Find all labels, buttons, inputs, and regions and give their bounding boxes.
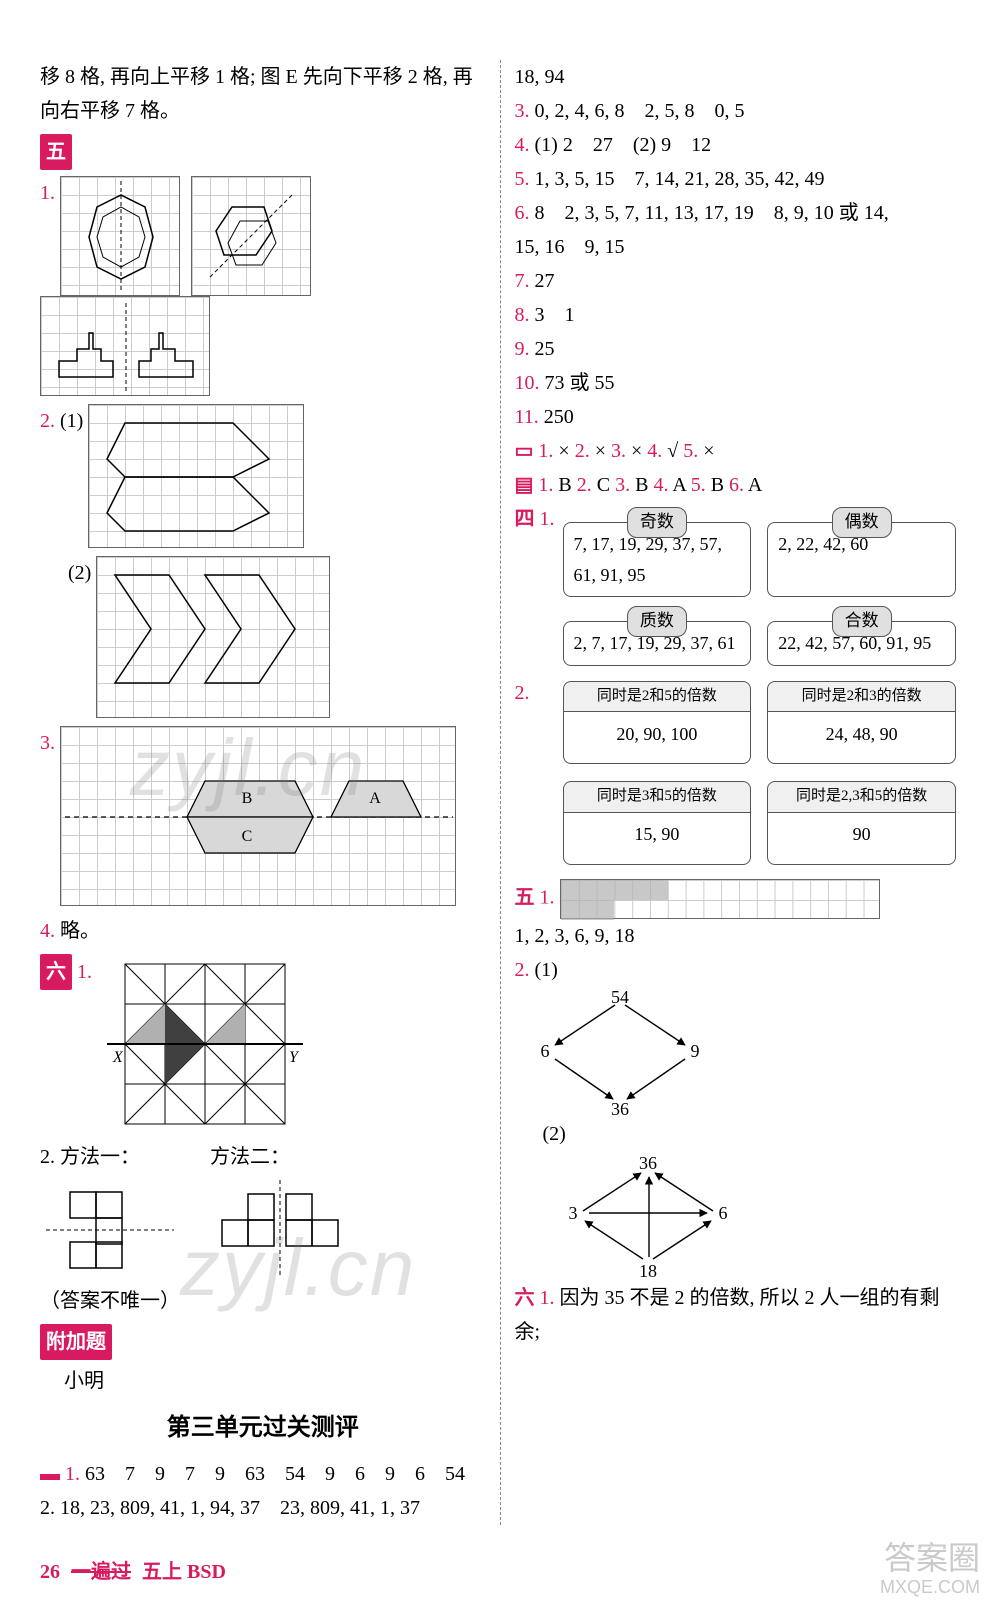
box-even: 偶数 2, 22, 42, 60 [767,522,956,597]
sec-5r-icon: 五 [515,887,535,909]
r6b: 15, 16 9, 15 [515,230,961,264]
q5-3-num: 3. [40,732,55,754]
sec-3-icon: ▤ [515,474,534,496]
r-s3: 1. B 2. C 3. B 4. A 5. B 6. A [538,474,762,496]
footer-grade: 五上 BSD [142,1561,226,1583]
q5-1-num: 1. [40,182,55,204]
tabbox-2: 同时是2和3的倍数 24, 48, 90 [767,704,956,765]
r-s5-list: 1, 2, 3, 6, 9, 18 [515,919,961,953]
tb4-val: 90 [776,819,947,850]
tb2-title: 同时是2和3的倍数 [767,681,956,713]
tb2-val: 24, 48, 90 [776,719,947,750]
sec-4-icon: 四 [515,508,535,530]
sec-1-icon: ▬ [40,1463,60,1485]
svg-text:18: 18 [639,1261,657,1281]
tabbox-4: 同时是2,3和5的倍数 90 [767,804,956,865]
column-right: 18, 94 3. 0, 2, 4, 6, 8 2, 5, 8 0, 5 4. … [501,60,961,1525]
unit3-heading: 第三单元过关测评 [40,1408,486,1449]
box-odd-title: 奇数 [627,507,687,538]
box-prime: 质数 2, 7, 17, 19, 29, 37, 61 [563,621,752,666]
box-comp: 合数 22, 42, 57, 60, 91, 95 [767,621,956,666]
footer-label: 一遍过 [71,1561,131,1583]
svg-text:C: C [242,828,253,845]
r3: 0, 2, 4, 6, 8 2, 5, 8 0, 5 [530,100,745,122]
svg-text:36: 36 [611,1099,629,1117]
column-left: 移 8 格, 再向上平移 1 格; 图 E 先向下平移 2 格, 再向右平移 7… [40,60,500,1525]
r5: 1, 3, 5, 15 7, 14, 21, 28, 35, 42, 49 [530,168,825,190]
footer: 26 一遍过 五上 BSD [40,1555,960,1589]
svg-text:9: 9 [690,1041,699,1061]
s1-1: 63 7 9 7 9 63 54 9 6 9 6 54 [80,1463,465,1485]
tb1-val: 20, 90, 100 [572,719,743,750]
corner-watermark: 答案圈 MXQE.COM [880,1539,980,1599]
box-comp-title: 合数 [832,606,892,637]
svg-text:B: B [242,790,253,807]
sec-2-icon: ▭ [515,440,534,462]
q5-2-num: 2. [40,410,55,432]
q5-4-num: 4. [40,920,55,942]
r8: 3 1 [530,304,575,326]
q6-2a-label: 2. 方法一： [40,1140,180,1174]
r9: 25 [530,338,555,360]
svg-text:Y: Y [289,1049,300,1066]
r7: 27 [530,270,555,292]
tb4-title: 同时是2,3和5的倍数 [767,781,956,813]
box-even-title: 偶数 [832,507,892,538]
svg-text:6: 6 [718,1203,727,1223]
q6-1-num: 1. [77,961,92,983]
fujia-label: 附加题 [40,1324,112,1360]
svg-text:6: 6 [540,1041,549,1061]
sec-6r-icon: 六 [515,1287,535,1309]
box-odd-val: 7, 17, 19, 29, 37, 57, 61, 91, 95 [574,529,741,590]
tb1-title: 同时是2和5的倍数 [563,681,752,713]
tabbox-3: 同时是3和5的倍数 15, 90 [563,804,752,865]
box-odd: 奇数 7, 17, 19, 29, 37, 57, 61, 91, 95 [563,522,752,597]
r4: (1) 2 27 (2) 9 12 [530,134,712,156]
box-prime-title: 质数 [627,606,687,637]
q5-4-text: 略。 [55,920,100,942]
r-s6-1: 因为 35 不是 2 的倍数, 所以 2 人一组的有剩余; [515,1287,940,1343]
section-5-label: 五 [40,134,72,170]
r6a: 8 2, 3, 5, 7, 11, 13, 17, 19 8, 9, 10 或 … [530,202,889,224]
svg-text:36: 36 [639,1153,657,1173]
r-s2: 1. × 2. × 3. × 4. √ 5. × [538,440,714,462]
fujia-ans: 小明 [64,1364,486,1398]
svg-text:X: X [112,1049,124,1066]
tb3-title: 同时是3和5的倍数 [563,781,752,813]
intro-text: 移 8 格, 再向上平移 1 格; 图 E 先向下平移 2 格, 再向右平移 7… [40,60,486,128]
s1-2: 2. 18, 23, 809, 41, 1, 94, 37 23, 809, 4… [40,1491,486,1525]
ans-not-unique: （答案不唯一） [40,1284,486,1318]
tb3-val: 15, 90 [572,819,743,850]
tabbox-1: 同时是2和5的倍数 20, 90, 100 [563,704,752,765]
r-top: 18, 94 [515,60,961,94]
corner-wm-1: 答案圈 [880,1539,980,1577]
r10: 73 或 55 [540,372,615,394]
r11: 250 [539,406,574,428]
svg-text:A: A [369,790,381,807]
footer-page: 26 [40,1561,60,1583]
section-6-label: 六 [40,954,72,990]
svg-text:3: 3 [568,1203,577,1223]
svg-text:54: 54 [611,987,629,1007]
corner-wm-2: MXQE.COM [880,1577,980,1599]
q6-2b-label: 方法二： [210,1140,350,1174]
